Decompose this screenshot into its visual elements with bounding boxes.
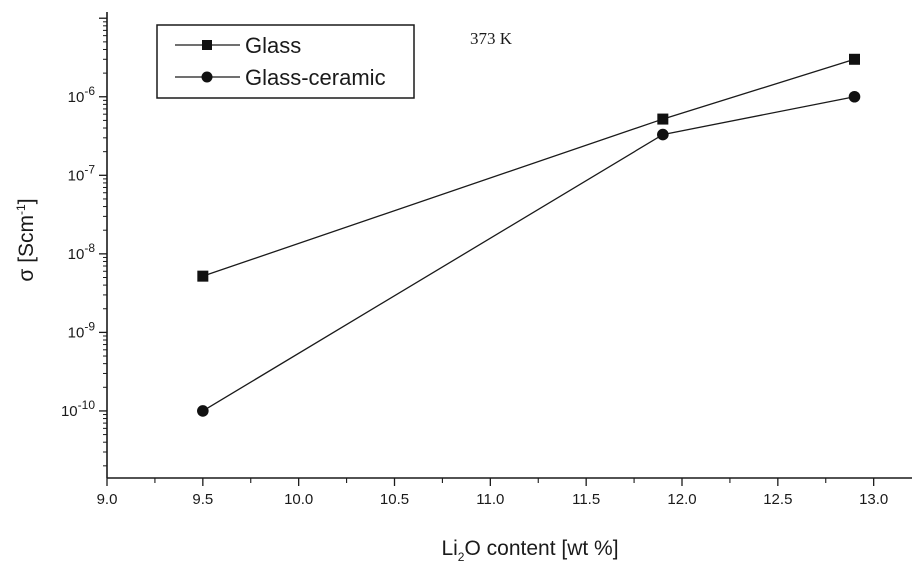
x-tick-label: 10.5	[380, 491, 409, 508]
legend-label-glass: Glass	[245, 33, 301, 58]
x-tick-label: 10.0	[284, 491, 313, 508]
data-point-glass	[197, 270, 209, 282]
data-point-glass	[657, 113, 669, 125]
legend-label-glass-ceramic: Glass-ceramic	[245, 65, 386, 90]
data-point-glass-ceramic	[848, 90, 861, 103]
y-tick-label: 10-9	[68, 319, 96, 341]
x-tick-label: 13.0	[859, 491, 888, 508]
y-axis-title: σ [Scm-1]	[14, 198, 38, 281]
series-line-glass	[202, 58, 855, 277]
x-tick-label: 11.0	[476, 491, 504, 508]
y-tick-label: 10-10	[61, 398, 95, 420]
series-line-glass-ceramic	[202, 96, 855, 412]
plot-marks: 9.0 9.5 10.0 10.5 11.0 11.5 12.0 12.5 13.0 10-10 1…	[61, 12, 912, 508]
legend: Glass Glass-ceramic	[156, 24, 415, 99]
x-tick-label: 9.0	[97, 491, 118, 508]
y-tick-label: 10-8	[68, 241, 96, 263]
legend-box	[156, 24, 415, 99]
temperature-annotation: 373 K	[470, 29, 513, 48]
data-point-glass	[849, 53, 860, 65]
legend-marker-glass-ceramic	[201, 71, 213, 83]
data-point-glass-ceramic	[197, 405, 209, 417]
y-tick-label: 10-7	[68, 162, 96, 184]
x-tick-label: 12.5	[763, 491, 792, 508]
x-axis-title: Li2O content [wt %]	[441, 537, 618, 563]
data-point-glass-ceramic	[657, 128, 669, 141]
y-tick-label: 10-6	[68, 84, 96, 106]
x-tick-label: 12.0	[667, 491, 696, 508]
x-tick-label: 9.5	[192, 491, 213, 508]
legend-marker-glass	[202, 40, 212, 50]
x-tick-label: 11.5	[572, 491, 600, 508]
